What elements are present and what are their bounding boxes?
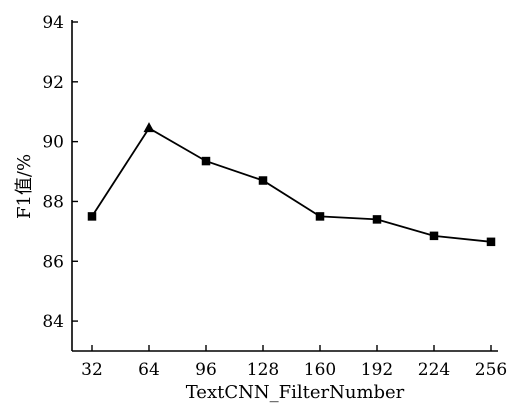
series-line	[91, 126, 492, 243]
x-tick-label: 256	[475, 360, 507, 380]
square-marker	[429, 231, 439, 241]
square-marker	[258, 176, 268, 185]
square-marker	[486, 237, 496, 247]
y-tick-label: 94	[42, 13, 64, 33]
y-tick-label: 84	[42, 312, 64, 332]
square-marker	[201, 156, 211, 166]
x-tick-label: 224	[418, 360, 450, 380]
x-tick-label: 192	[361, 360, 393, 380]
x-tick-label: 96	[195, 360, 217, 380]
x-tick-label: 32	[81, 360, 103, 380]
square-marker	[87, 212, 97, 221]
x-tick-label: 160	[304, 360, 336, 380]
data-markers	[87, 122, 496, 247]
x-tick-label: 64	[138, 360, 160, 380]
triangle-marker	[143, 122, 155, 133]
axes	[71, 20, 498, 352]
square-marker	[315, 212, 325, 221]
y-axis-title: F1值/%	[14, 154, 35, 219]
x-tick-label: 128	[247, 360, 279, 380]
y-tick-label: 86	[42, 252, 64, 272]
y-tick-label: 90	[42, 133, 64, 153]
x-axis-title: TextCNN_FilterNumber	[186, 382, 405, 403]
y-tick-label: 88	[42, 192, 64, 212]
x-ticks: 32 64 96 128 160 192 224 256	[81, 345, 507, 380]
square-marker	[372, 215, 382, 224]
y-tick-label: 92	[42, 73, 64, 93]
y-ticks: 84 86 88 90 92 94	[42, 13, 78, 332]
